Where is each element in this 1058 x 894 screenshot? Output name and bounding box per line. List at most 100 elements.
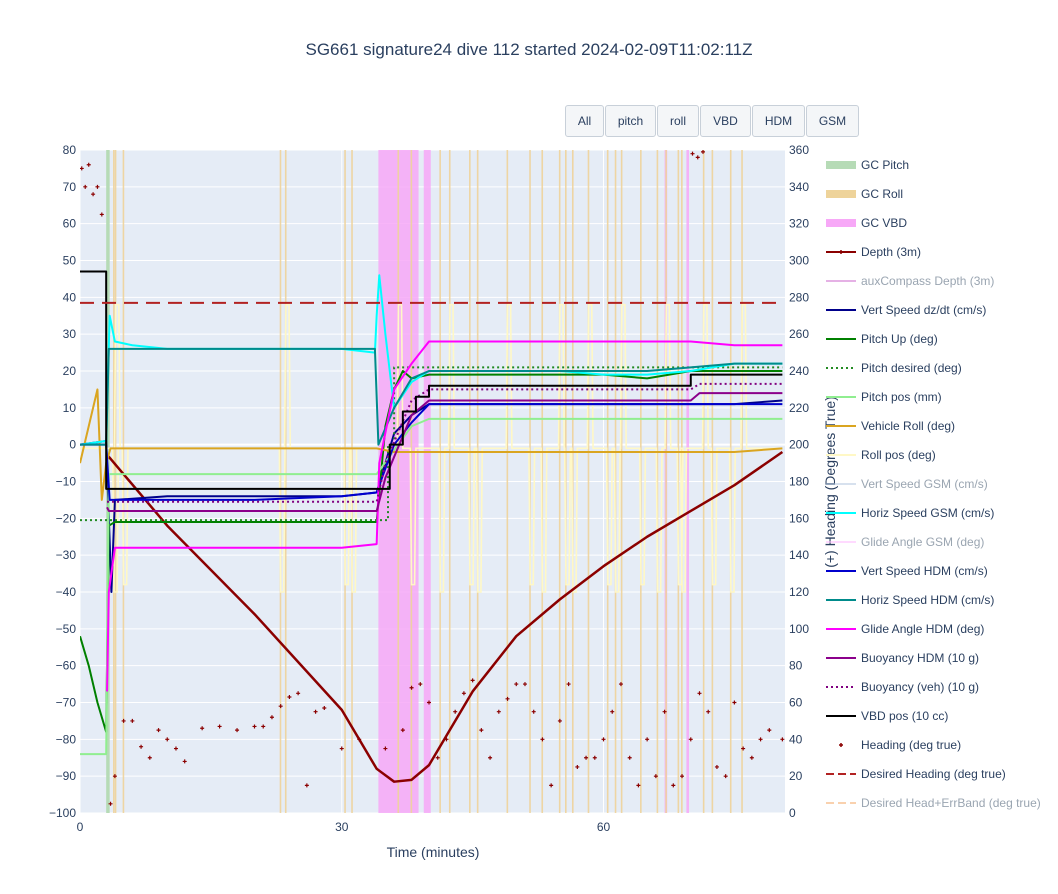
x-tick-label: 0 bbox=[77, 820, 84, 834]
gc-roll-band bbox=[741, 150, 743, 813]
heading-marker bbox=[130, 718, 135, 723]
y2-tick-label: 320 bbox=[789, 217, 809, 231]
legend-item[interactable]: auxCompass Depth (3m) bbox=[826, 274, 994, 288]
gc-roll-band bbox=[448, 150, 451, 813]
heading-marker bbox=[112, 774, 117, 779]
series-line-3 bbox=[106, 451, 784, 783]
heading-marker bbox=[627, 755, 632, 760]
heading-marker bbox=[488, 755, 493, 760]
view-buttons: All pitch roll VBD HDM GSM bbox=[565, 105, 860, 137]
x-tick-label: 60 bbox=[597, 820, 611, 834]
y2-tick-label: 40 bbox=[789, 732, 803, 746]
gc-roll-band bbox=[351, 150, 353, 813]
legend-label: Vehicle Roll (deg) bbox=[861, 419, 955, 433]
legend-item[interactable]: Depth (3m) bbox=[826, 245, 921, 259]
legend-label: Depth (3m) bbox=[861, 245, 921, 259]
y2-tick-label: 260 bbox=[789, 327, 809, 341]
gc-roll-band bbox=[279, 150, 282, 813]
legend-item[interactable]: GC Pitch bbox=[826, 158, 909, 172]
legend-item[interactable]: Pitch desired (deg) bbox=[826, 361, 962, 375]
legend-item[interactable]: Horiz Speed HDM (cm/s) bbox=[826, 593, 994, 607]
y2-tick-label: 120 bbox=[789, 585, 809, 599]
y2-tick-label: 220 bbox=[789, 401, 809, 415]
y2-tick-label: 140 bbox=[789, 548, 809, 562]
y-tick-label: −50 bbox=[56, 622, 77, 636]
heading-marker bbox=[91, 192, 96, 197]
gc-roll-band bbox=[729, 150, 732, 813]
legend-swatch bbox=[839, 743, 843, 747]
y2-tick-label: 280 bbox=[789, 290, 809, 304]
legend-label: Desired Heading (deg true) bbox=[861, 767, 1006, 781]
heading-marker bbox=[645, 737, 650, 742]
button-hdm[interactable]: HDM bbox=[752, 105, 805, 137]
chart-title: SG661 signature24 dive 112 started 2024-… bbox=[305, 40, 753, 59]
heading-marker bbox=[235, 728, 240, 733]
heading-marker bbox=[732, 700, 737, 705]
gc-roll-band bbox=[506, 150, 509, 813]
heading-marker bbox=[496, 709, 501, 714]
heading-marker bbox=[83, 184, 88, 189]
legend-item[interactable]: Vehicle Roll (deg) bbox=[826, 419, 955, 433]
legend-item[interactable]: Pitch pos (mm) bbox=[826, 390, 942, 404]
y-tick-label: 50 bbox=[63, 254, 77, 268]
heading-marker bbox=[695, 155, 700, 160]
legend-item[interactable]: Heading (deg true) bbox=[839, 738, 961, 752]
heading-marker bbox=[566, 682, 571, 687]
legend-item[interactable]: GC VBD bbox=[826, 216, 907, 230]
y-tick-label: −60 bbox=[56, 659, 77, 673]
heading-marker bbox=[453, 709, 458, 714]
heading-marker bbox=[531, 709, 536, 714]
x-tick-label: 30 bbox=[335, 820, 349, 834]
legend-item[interactable]: Roll pos (deg) bbox=[826, 448, 936, 462]
heading-marker bbox=[688, 737, 693, 742]
series-line-8 bbox=[80, 417, 783, 756]
heading-marker bbox=[147, 755, 152, 760]
legend-label: Glide Angle GSM (deg) bbox=[861, 535, 984, 549]
heading-marker bbox=[549, 783, 554, 788]
heading-marker bbox=[741, 746, 746, 751]
legend-label: auxCompass Depth (3m) bbox=[861, 274, 994, 288]
legend-label: Vert Speed dz/dt (cm/s) bbox=[861, 303, 986, 317]
button-pitch[interactable]: pitch bbox=[605, 105, 656, 137]
heading-marker bbox=[322, 706, 327, 711]
heading-marker bbox=[636, 783, 641, 788]
heading-marker bbox=[261, 724, 266, 729]
gc-roll-band bbox=[476, 150, 479, 813]
y2-tick-label: 20 bbox=[789, 769, 803, 783]
legend-item[interactable]: Desired Head+ErrBand (deg true) bbox=[826, 796, 1041, 810]
button-gsm[interactable]: GSM bbox=[806, 105, 859, 137]
y2-tick-label: 240 bbox=[789, 364, 809, 378]
gc-roll-band bbox=[656, 150, 659, 813]
legend-item[interactable]: Vert Speed dz/dt (cm/s) bbox=[826, 303, 986, 317]
legend-item[interactable]: Glide Angle HDM (deg) bbox=[826, 622, 984, 636]
y2-tick-label: 80 bbox=[789, 659, 803, 673]
heading-marker bbox=[296, 691, 301, 696]
y-tick-label: −70 bbox=[56, 696, 77, 710]
button-roll[interactable]: roll bbox=[657, 105, 699, 137]
legend-item[interactable]: VBD pos (10 cc) bbox=[826, 709, 948, 723]
legend-item[interactable]: Desired Heading (deg true) bbox=[826, 767, 1006, 781]
heading-marker bbox=[697, 691, 702, 696]
heading-marker bbox=[680, 774, 685, 779]
legend-item[interactable]: GC Roll bbox=[826, 187, 903, 201]
heading-marker bbox=[514, 682, 519, 687]
legend-item[interactable]: Vert Speed HDM (cm/s) bbox=[826, 564, 988, 578]
button-all[interactable]: All bbox=[565, 105, 604, 137]
heading-marker bbox=[435, 755, 440, 760]
y-tick-label: −10 bbox=[56, 475, 77, 489]
legend-item[interactable]: Vert Speed GSM (cm/s) bbox=[826, 477, 988, 491]
legend-item[interactable]: Horiz Speed GSM (cm/s) bbox=[826, 506, 994, 520]
button-vbd[interactable]: VBD bbox=[700, 105, 751, 137]
legend-item[interactable]: Glide Angle GSM (deg) bbox=[826, 535, 984, 549]
series-line-17 bbox=[106, 392, 783, 512]
gc-roll-band bbox=[702, 150, 705, 813]
legend-item[interactable]: Pitch Up (deg) bbox=[826, 332, 938, 346]
gc-roll-band bbox=[439, 150, 441, 813]
y-tick-label: −80 bbox=[56, 732, 77, 746]
legend-item[interactable]: Buoyancy (veh) (10 g) bbox=[826, 680, 979, 694]
legend-label: Vert Speed GSM (cm/s) bbox=[861, 477, 988, 491]
legend-item[interactable]: Buoyancy HDM (10 g) bbox=[826, 651, 979, 665]
heading-marker bbox=[767, 728, 772, 733]
heading-marker bbox=[780, 737, 785, 742]
